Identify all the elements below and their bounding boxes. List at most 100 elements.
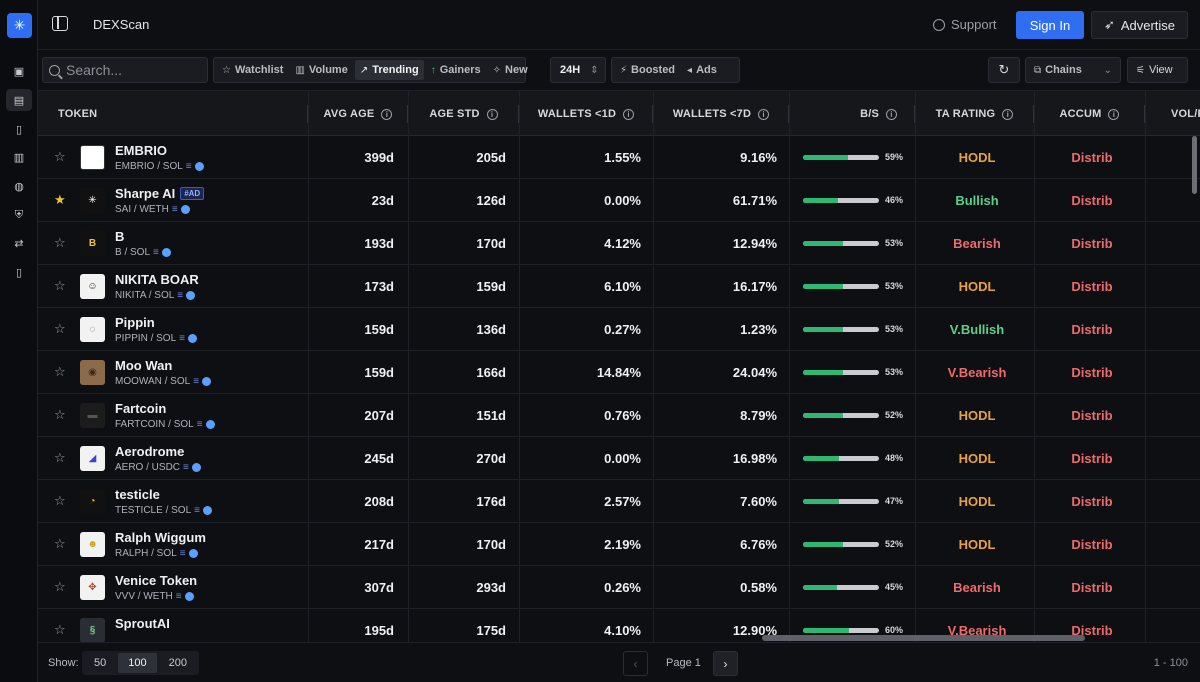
search-input[interactable] (66, 62, 196, 78)
star-filled-icon[interactable]: ★ (54, 192, 66, 207)
star-off-icon[interactable]: ☆ (54, 622, 66, 637)
trending-icon: ↗ (359, 64, 369, 76)
token-name[interactable]: Aerodrome (115, 444, 184, 459)
sidebar-toggle-icon[interactable] (52, 16, 68, 31)
tab-trending[interactable]: ↗ Trending (354, 60, 424, 80)
tab-watchlist[interactable]: ☆ Watchlist (217, 60, 288, 80)
dex-icon (202, 506, 212, 515)
table-row[interactable]: ☆ ✥ Venice Token VVV / WETH ≡ 307d 293d 0.26% 0.… (38, 566, 1200, 609)
col-token[interactable]: TOKEN (38, 91, 308, 137)
star-off-icon[interactable]: ☆ (54, 579, 66, 594)
table-row[interactable]: ☆ EMBRIO EMBRIO / SOL ≡ 399d 205d 1.55% 9.16% 59… (38, 136, 1200, 179)
chains-select[interactable]: ⧉ Chains ⌄ (1025, 57, 1121, 83)
table-row[interactable]: ☆ ◔ testicle TESTICLE / SOL ≡ 208d 176d 2.57% 7.… (38, 480, 1200, 523)
table-row[interactable]: ★ ✳ Sharpe AI #AD SAI / WETH ≡ 23d 126d 0.00% 61.… (38, 179, 1200, 222)
star-off-icon[interactable]: ☆ (54, 493, 66, 508)
star-off-icon[interactable]: ☆ (54, 450, 66, 465)
col-age-std[interactable]: AGE STD i (408, 91, 519, 137)
star-off-icon[interactable]: ☆ (54, 364, 66, 379)
wallets-7d-cell: 0.58% (740, 579, 777, 595)
col-bs[interactable]: B/S i (789, 91, 915, 137)
dex-icon (191, 463, 201, 472)
accum-cell: Distrib (1071, 450, 1113, 466)
accum-cell: Distrib (1071, 364, 1113, 380)
chain-icon: ≡ (196, 419, 203, 430)
star-off-icon[interactable]: ☆ (54, 536, 66, 551)
table-row[interactable]: ☆ ◢ Aerodrome AERO / USDC ≡ 245d 270d 0.00% 16.9… (38, 437, 1200, 480)
file-icon[interactable]: ▯ (15, 266, 23, 279)
next-page-button[interactable]: › (713, 651, 738, 676)
col-accum[interactable]: ACCUM i (1034, 91, 1145, 137)
token-name[interactable]: testicle (115, 487, 160, 502)
boosted-button[interactable]: ⚡ Boosted (615, 60, 680, 80)
table-row[interactable]: ☆ ◌ Pippin PIPPIN / SOL ≡ 159d 136d 0.27% 1.23% 5… (38, 308, 1200, 351)
buy-sell-meter: 46% (803, 179, 903, 221)
star-off-icon[interactable]: ☆ (54, 149, 66, 164)
tab-new[interactable]: ✧ New (488, 60, 533, 80)
swap-icon[interactable]: ⇄ (14, 237, 24, 250)
token-name[interactable]: Moo Wan (115, 358, 172, 373)
token-name[interactable]: Sharpe AI #AD (115, 186, 205, 201)
token-name-text: NIKITA BOAR (115, 272, 199, 287)
prev-page-button[interactable]: ‹ (623, 651, 648, 676)
support-link[interactable]: Support (933, 17, 997, 32)
horizontal-scrollbar[interactable] (762, 635, 1085, 641)
view-button[interactable]: ⚟ View (1127, 57, 1188, 83)
table-row[interactable]: ☆ B B B / SOL ≡ 193d 170d 4.12% 12.94% 53% Bearish… (38, 222, 1200, 265)
col-ta-rating[interactable]: TA RATING i (915, 91, 1034, 137)
col-vol[interactable]: VOL/F (1171, 91, 1200, 137)
age-std-cell: 126d (476, 192, 506, 208)
table-row[interactable]: ☆ § SproutAI 195d 175d 4.10% 12.90% 60% V.Bearis… (38, 609, 1200, 642)
buy-sell-percent: 60% (885, 625, 904, 635)
dexscan-icon[interactable]: ▤ (6, 89, 32, 111)
token-name[interactable]: EMBRIO (115, 143, 167, 158)
bolt-icon: ⚡ (620, 64, 628, 76)
buy-sell-meter: 59% (803, 136, 903, 178)
page-size-50[interactable]: 50 (94, 657, 107, 669)
star-off-icon[interactable]: ☆ (54, 235, 66, 250)
token-name[interactable]: SproutAI (115, 616, 170, 631)
token-pair: PIPPIN / SOL ≡ (115, 333, 197, 344)
timeframe-select[interactable]: 24H ⇕ (550, 57, 606, 83)
dex-icon (194, 162, 204, 171)
col-avg-age[interactable]: AVG AGE i (308, 91, 408, 137)
star-off-icon[interactable]: ☆ (54, 321, 66, 336)
buy-sell-bar (803, 455, 879, 461)
sign-in-button[interactable]: Sign In (1016, 11, 1084, 39)
page-size-200[interactable]: 200 (168, 657, 187, 669)
globe-icon[interactable]: ◍ (14, 180, 24, 193)
document-icon[interactable]: ▯ (15, 123, 23, 136)
token-name[interactable]: NIKITA BOAR (115, 272, 199, 287)
ads-button[interactable]: ◂ Ads (682, 60, 722, 80)
table-row[interactable]: ☆ ☻ Ralph Wiggum RALPH / SOL ≡ 217d 170d 2.19% 6… (38, 523, 1200, 566)
buy-sell-fill (803, 498, 839, 504)
buy-sell-percent: 59% (885, 152, 904, 162)
dashboard-icon[interactable]: ▣ (13, 65, 25, 78)
page-size-100[interactable]: 100 (118, 653, 157, 673)
advertise-button[interactable]: ➶ Advertise (1091, 11, 1188, 39)
token-name[interactable]: Pippin (115, 315, 155, 330)
token-name[interactable]: B (115, 229, 124, 244)
search-box[interactable] (42, 57, 208, 83)
token-name[interactable]: Venice Token (115, 573, 197, 588)
shield-icon[interactable]: ⛨ (14, 208, 24, 221)
tab-gainers[interactable]: ↑ Gainers (426, 60, 486, 80)
star-off-icon[interactable]: ☆ (54, 278, 66, 293)
col-wallets-1d[interactable]: WALLETS <1D i (519, 91, 653, 137)
table-row[interactable]: ☆ ▬ Fartcoin FARTCOIN / SOL ≡ 207d 151d 0.76% 8.… (38, 394, 1200, 437)
star-off-icon[interactable]: ☆ (54, 407, 66, 422)
app-logo-icon[interactable]: ✳ (7, 13, 32, 38)
bar-chart-icon[interactable]: ▥ (13, 151, 25, 164)
col-wallets-7d[interactable]: WALLETS <7D i (653, 91, 789, 137)
vertical-scrollbar[interactable] (1192, 136, 1197, 194)
table-row[interactable]: ☆ ☺ NIKITA BOAR NIKITA / SOL ≡ 173d 159d 6.10% 1… (38, 265, 1200, 308)
token-name[interactable]: Ralph Wiggum (115, 530, 206, 545)
buy-sell-fill (803, 154, 848, 160)
token-name[interactable]: Fartcoin (115, 401, 166, 416)
table-row[interactable]: ☆ ◉ Moo Wan MOOWAN / SOL ≡ 159d 166d 14.84% 24.0… (38, 351, 1200, 394)
token-pair-text: EMBRIO / SOL (115, 161, 183, 172)
tab-volume[interactable]: ▥ Volume (290, 60, 352, 80)
refresh-button[interactable]: ↻ (988, 57, 1020, 83)
buy-sell-bar (803, 240, 879, 246)
wallets-1d-cell: 4.10% (604, 622, 641, 638)
